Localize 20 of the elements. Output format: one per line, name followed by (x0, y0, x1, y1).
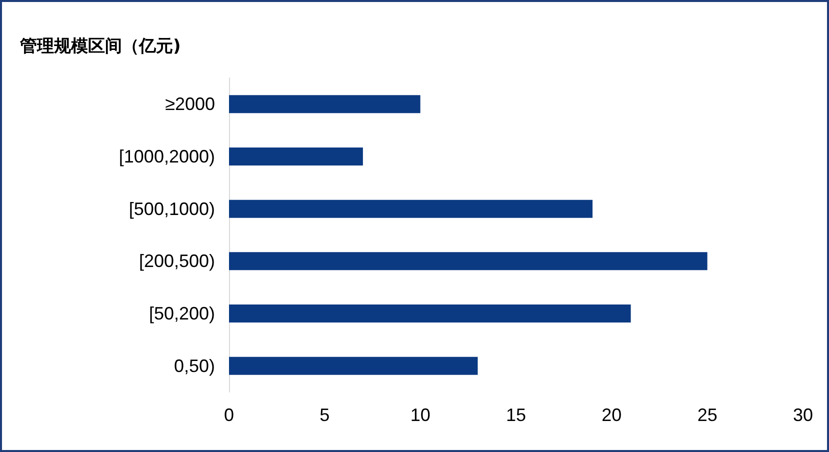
y-tick-label: [1000,2000) (118, 146, 215, 166)
bar (229, 356, 478, 375)
x-tick-label: 20 (602, 405, 622, 425)
x-tick-label: 15 (506, 405, 526, 425)
bar (229, 148, 363, 166)
y-tick-label: [200,500) (138, 251, 215, 272)
y-tick-label: 0,50) (174, 356, 215, 376)
bar (229, 200, 593, 218)
x-tick-label: 30 (792, 405, 814, 425)
y-tick-label: [50,200) (148, 304, 215, 324)
y-tick-label: [500,1000) (128, 198, 215, 219)
x-tick-label: 5 (320, 405, 330, 425)
bar (229, 304, 631, 322)
x-tick-label: 25 (697, 405, 718, 425)
x-tick-label: 0 (224, 405, 234, 425)
y-axis-title: 管理规模区间（亿元) (19, 36, 181, 56)
x-tick-label: 10 (410, 405, 430, 425)
y-tick-label: ≥2000 (165, 94, 215, 114)
bar (229, 252, 708, 270)
bar (229, 95, 420, 114)
